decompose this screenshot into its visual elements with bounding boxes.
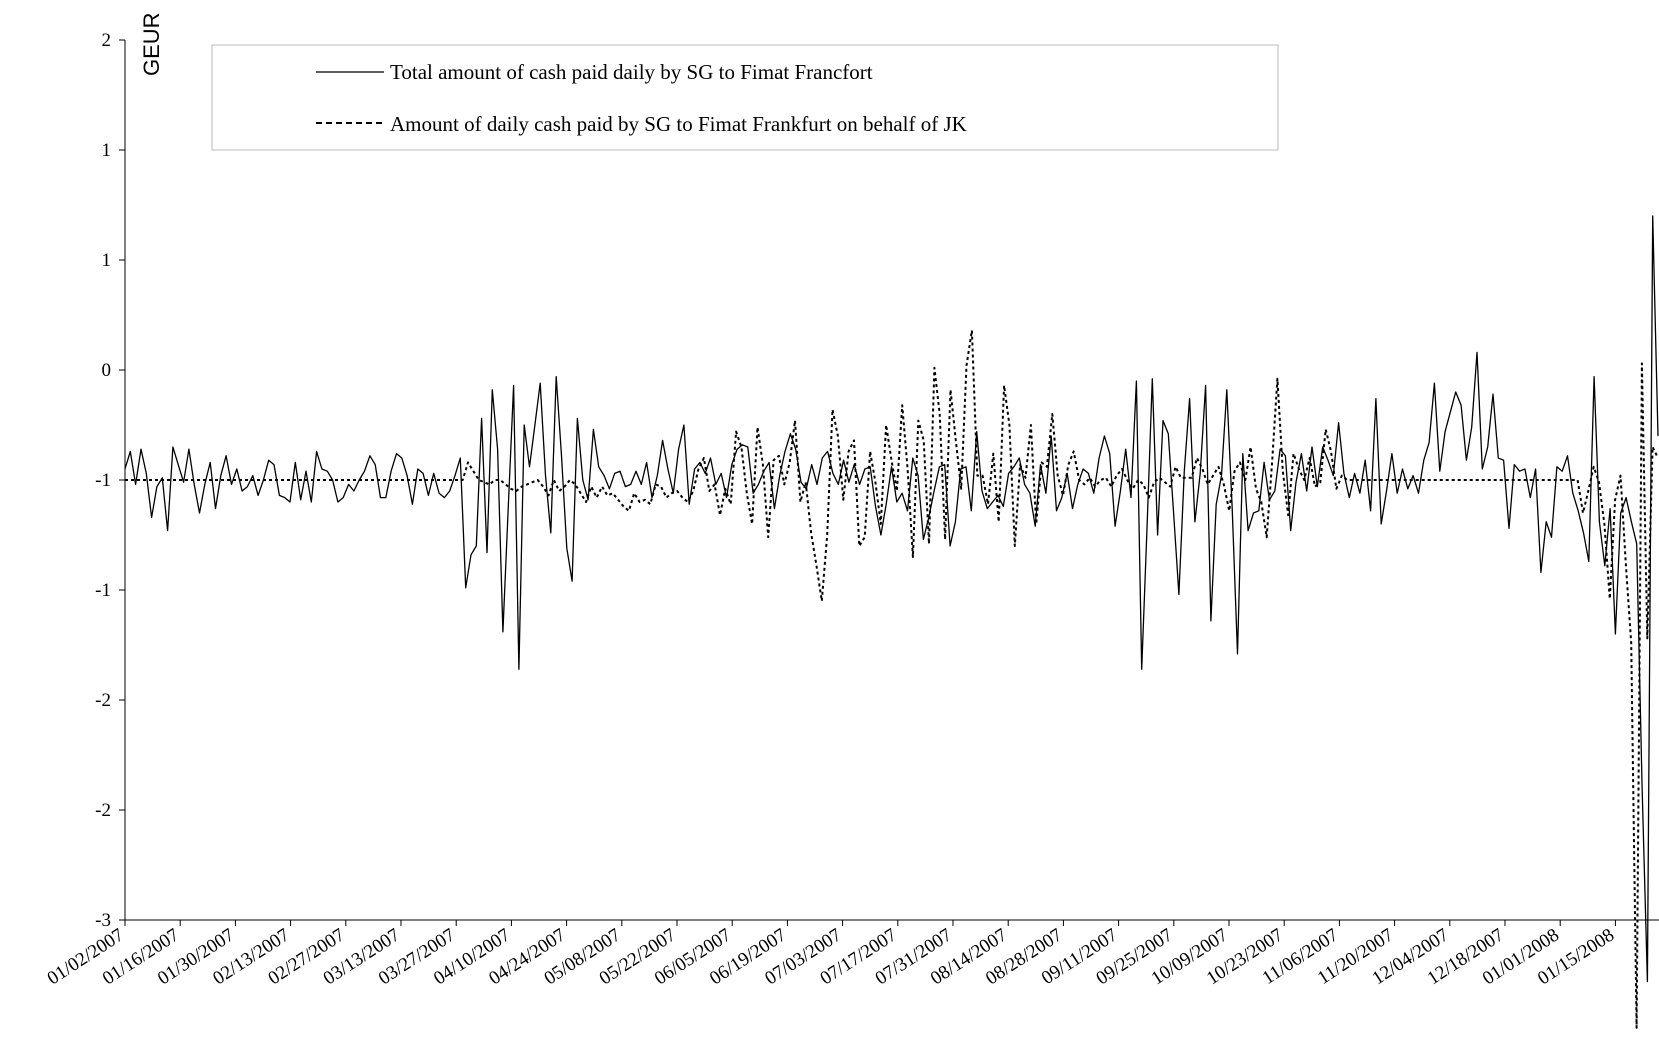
series-line-jk [125, 329, 1659, 1029]
legend-box [211, 44, 1279, 151]
y-tick-label: -1 [95, 580, 111, 601]
legend-label-jk: Amount of daily cash paid by SG to Fimat… [390, 112, 967, 136]
x-axis-ticks: 01/02/200701/16/200701/30/200702/13/2007… [44, 920, 1618, 989]
series-lines [124, 215, 1659, 1029]
y-tick-label: -2 [95, 690, 111, 711]
series-line-total [124, 215, 1659, 983]
y-tick-label: 1 [102, 250, 112, 271]
y-axis-ticks: 2 1 1 0 -1 -1 -2 -2 -3 [95, 30, 125, 931]
legend-label-total: Total amount of cash paid daily by SG to… [390, 60, 873, 84]
y-tick-label: -2 [95, 800, 111, 821]
y-axis-label: GEUR [139, 12, 164, 76]
y-tick-label: -1 [95, 470, 111, 491]
y-tick-label: -3 [95, 910, 111, 931]
legend: Total amount of cash paid daily by SG to… [211, 44, 1279, 151]
y-tick-label: 1 [102, 140, 112, 161]
y-tick-label: 0 [102, 360, 112, 381]
y-tick-label: 2 [102, 30, 112, 51]
